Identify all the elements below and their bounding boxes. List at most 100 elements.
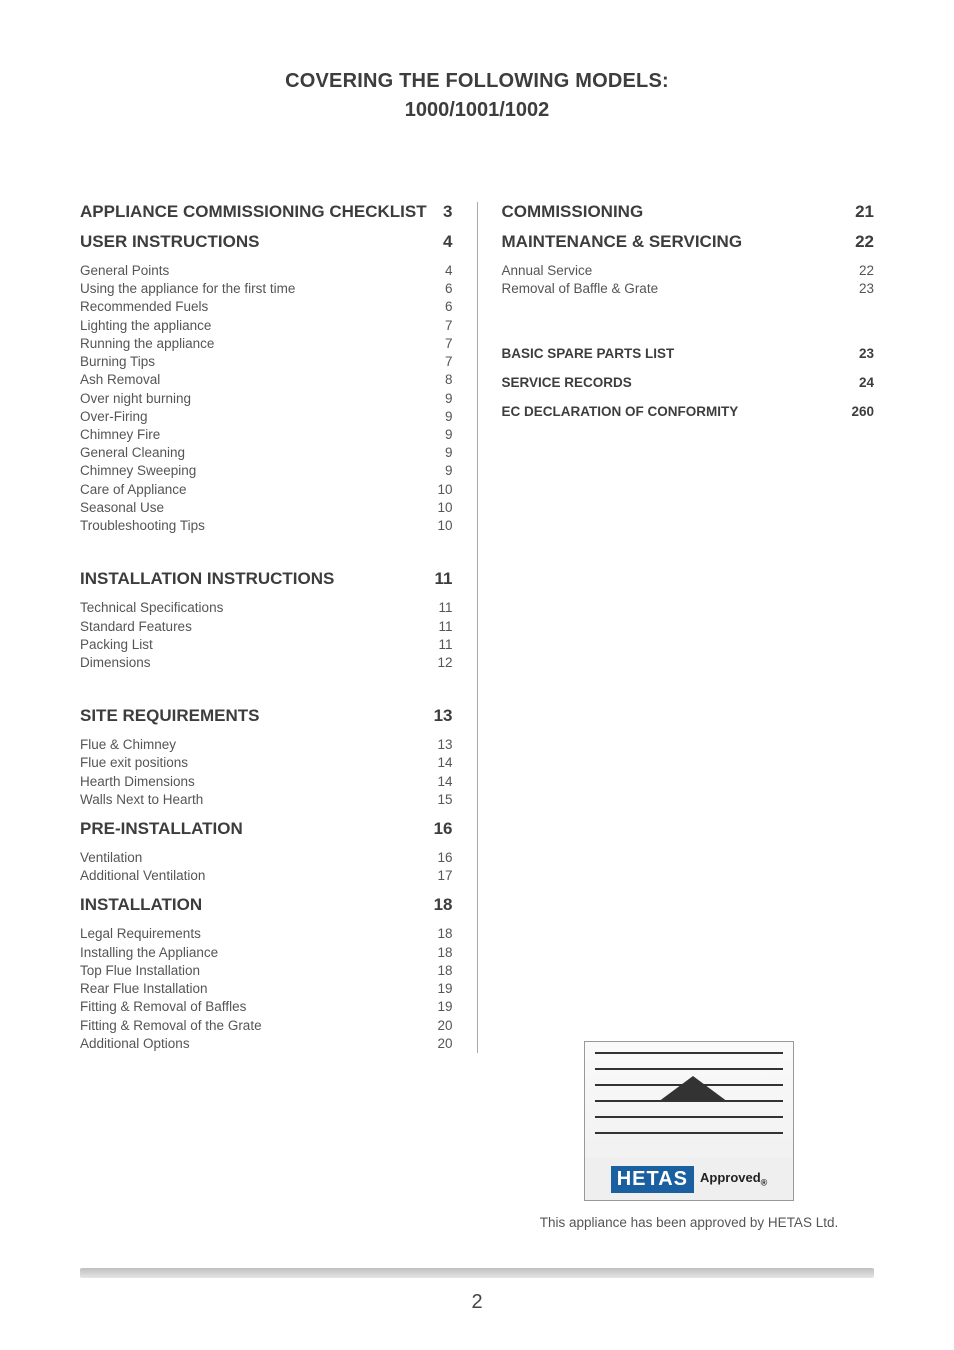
entry-label: Burning Tips [80, 353, 155, 371]
entry-label: Chimney Sweeping [80, 462, 196, 480]
entry-label: Fitting & Removal of the Grate [80, 1017, 262, 1035]
toc-entry: Installing the Appliance18 [80, 944, 453, 962]
toc-section-heading: USER INSTRUCTIONS 4 [80, 232, 453, 252]
section-page: 18 [434, 895, 453, 915]
toc-entry: Fitting & Removal of Baffles19 [80, 998, 453, 1016]
toc-section-heading: BASIC SPARE PARTS LIST 23 [502, 346, 875, 361]
logo-roof-icon [658, 1076, 728, 1102]
toc-entry: Legal Requirements18 [80, 925, 453, 943]
entry-label: Removal of Baffle & Grate [502, 280, 659, 298]
entry-page: 7 [423, 335, 453, 353]
entry-page: 9 [423, 390, 453, 408]
toc-entry: General Cleaning9 [80, 444, 453, 462]
doc-title-line1: COVERING THE FOLLOWING MODELS: [80, 70, 874, 93]
toc-section-heading: COMMISSIONING 21 [502, 202, 875, 222]
entry-label: Hearth Dimensions [80, 773, 195, 791]
entry-page: 11 [423, 618, 453, 636]
toc-entry: Over-Firing 9 [80, 408, 453, 426]
entry-page: 13 [423, 736, 453, 754]
entry-page: 10 [423, 481, 453, 499]
toc-entry: Chimney Fire 9 [80, 426, 453, 444]
section-page: 3 [443, 202, 452, 222]
toc-section-heading: MAINTENANCE & SERVICING 22 [502, 232, 875, 252]
entry-label: Packing List [80, 636, 153, 654]
entry-label: Lighting the appliance [80, 317, 211, 335]
entry-label: Chimney Fire [80, 426, 160, 444]
toc-left-column: APPLIANCE COMMISSIONING CHECKLIST 3 USER I… [80, 202, 478, 1053]
entry-page: 9 [423, 462, 453, 480]
section-page: 24 [859, 375, 874, 390]
entry-page: 14 [423, 754, 453, 772]
section-title: SERVICE RECORDS [502, 375, 632, 390]
section-title: SITE REQUIREMENTS [80, 706, 259, 726]
toc-section-heading: APPLIANCE COMMISSIONING CHECKLIST 3 [80, 202, 453, 222]
section-page: 23 [859, 346, 874, 361]
entry-label: Seasonal Use [80, 499, 164, 517]
entry-page: 7 [423, 317, 453, 335]
entry-label: Flue & Chimney [80, 736, 176, 754]
toc-entry: Lighting the appliance 7 [80, 317, 453, 335]
entry-page: 10 [423, 517, 453, 535]
section-page: 11 [435, 569, 453, 589]
approval-caption: This appliance has been approved by HETA… [504, 1215, 874, 1230]
entry-page: 8 [423, 371, 453, 389]
toc-entry: Ash Removal 8 [80, 371, 453, 389]
entry-page: 12 [423, 654, 453, 672]
entry-page: 18 [423, 962, 453, 980]
toc-entry: Fitting & Removal of the Grate 20 [80, 1017, 453, 1035]
approval-block: HETAS Approved® This appliance has been … [504, 1041, 874, 1230]
section-title: BASIC SPARE PARTS LIST [502, 346, 675, 361]
entry-label: Legal Requirements [80, 925, 201, 943]
section-page: 4 [443, 232, 452, 252]
section-title: COMMISSIONING [502, 202, 644, 222]
entry-label: Ash Removal [80, 371, 160, 389]
section-title: MAINTENANCE & SERVICING [502, 232, 743, 252]
entry-page: 20 [423, 1017, 453, 1035]
entry-label: Fitting & Removal of Baffles [80, 998, 246, 1016]
page-number: 2 [0, 1291, 954, 1314]
entry-page: 17 [423, 867, 453, 885]
entry-label: Over-Firing [80, 408, 148, 426]
toc-section-heading: INSTALLATION INSTRUCTIONS11 [80, 569, 453, 589]
toc-entry: Annual Service22 [502, 262, 875, 280]
toc-section-heading: EC DECLARATION OF CONFORMITY260 [502, 404, 875, 419]
entry-page: 9 [423, 426, 453, 444]
toc-entry: Dimensions 12 [80, 654, 453, 672]
entry-label: Flue exit positions [80, 754, 188, 772]
entry-page: 11 [423, 636, 453, 654]
toc-section-heading: INSTALLATION 18 [80, 895, 453, 915]
toc-entry: Rear Flue Installation19 [80, 980, 453, 998]
section-title: USER INSTRUCTIONS [80, 232, 259, 252]
entry-page: 7 [423, 353, 453, 371]
toc-entry: Additional Options20 [80, 1035, 453, 1053]
entry-label: Annual Service [502, 262, 593, 280]
toc-entry: Technical Specifications11 [80, 599, 453, 617]
entry-page: 6 [423, 280, 453, 298]
toc-entry: Packing List 11 [80, 636, 453, 654]
toc-entry: Running the appliance 7 [80, 335, 453, 353]
toc-section-heading: SERVICE RECORDS 24 [502, 375, 875, 390]
section-page: 16 [434, 819, 453, 839]
toc-section-heading: SITE REQUIREMENTS13 [80, 706, 453, 726]
toc-entry: General Points4 [80, 262, 453, 280]
section-title: APPLIANCE COMMISSIONING CHECKLIST [80, 202, 427, 222]
entry-label: General Points [80, 262, 169, 280]
entry-label: Dimensions [80, 654, 151, 672]
entry-page: 6 [423, 298, 453, 316]
entry-label: Using the appliance for the first time [80, 280, 295, 298]
entry-label: Rear Flue Installation [80, 980, 208, 998]
entry-page: 14 [423, 773, 453, 791]
entry-label: General Cleaning [80, 444, 185, 462]
toc-right-column: COMMISSIONING 21 MAINTENANCE & SERVICING 22… [478, 202, 875, 1053]
toc-entry: Flue exit positions 14 [80, 754, 453, 772]
section-title: INSTALLATION [80, 895, 202, 915]
section-page: 22 [855, 232, 874, 252]
entry-label: Additional Options [80, 1035, 190, 1053]
entry-page: 9 [423, 408, 453, 426]
section-page: 21 [855, 202, 874, 222]
toc-columns: APPLIANCE COMMISSIONING CHECKLIST 3 USER I… [80, 202, 874, 1053]
section-page: 260 [851, 404, 874, 419]
toc-entry: Troubleshooting Tips10 [80, 517, 453, 535]
entry-label: Running the appliance [80, 335, 214, 353]
entry-page: 10 [423, 499, 453, 517]
